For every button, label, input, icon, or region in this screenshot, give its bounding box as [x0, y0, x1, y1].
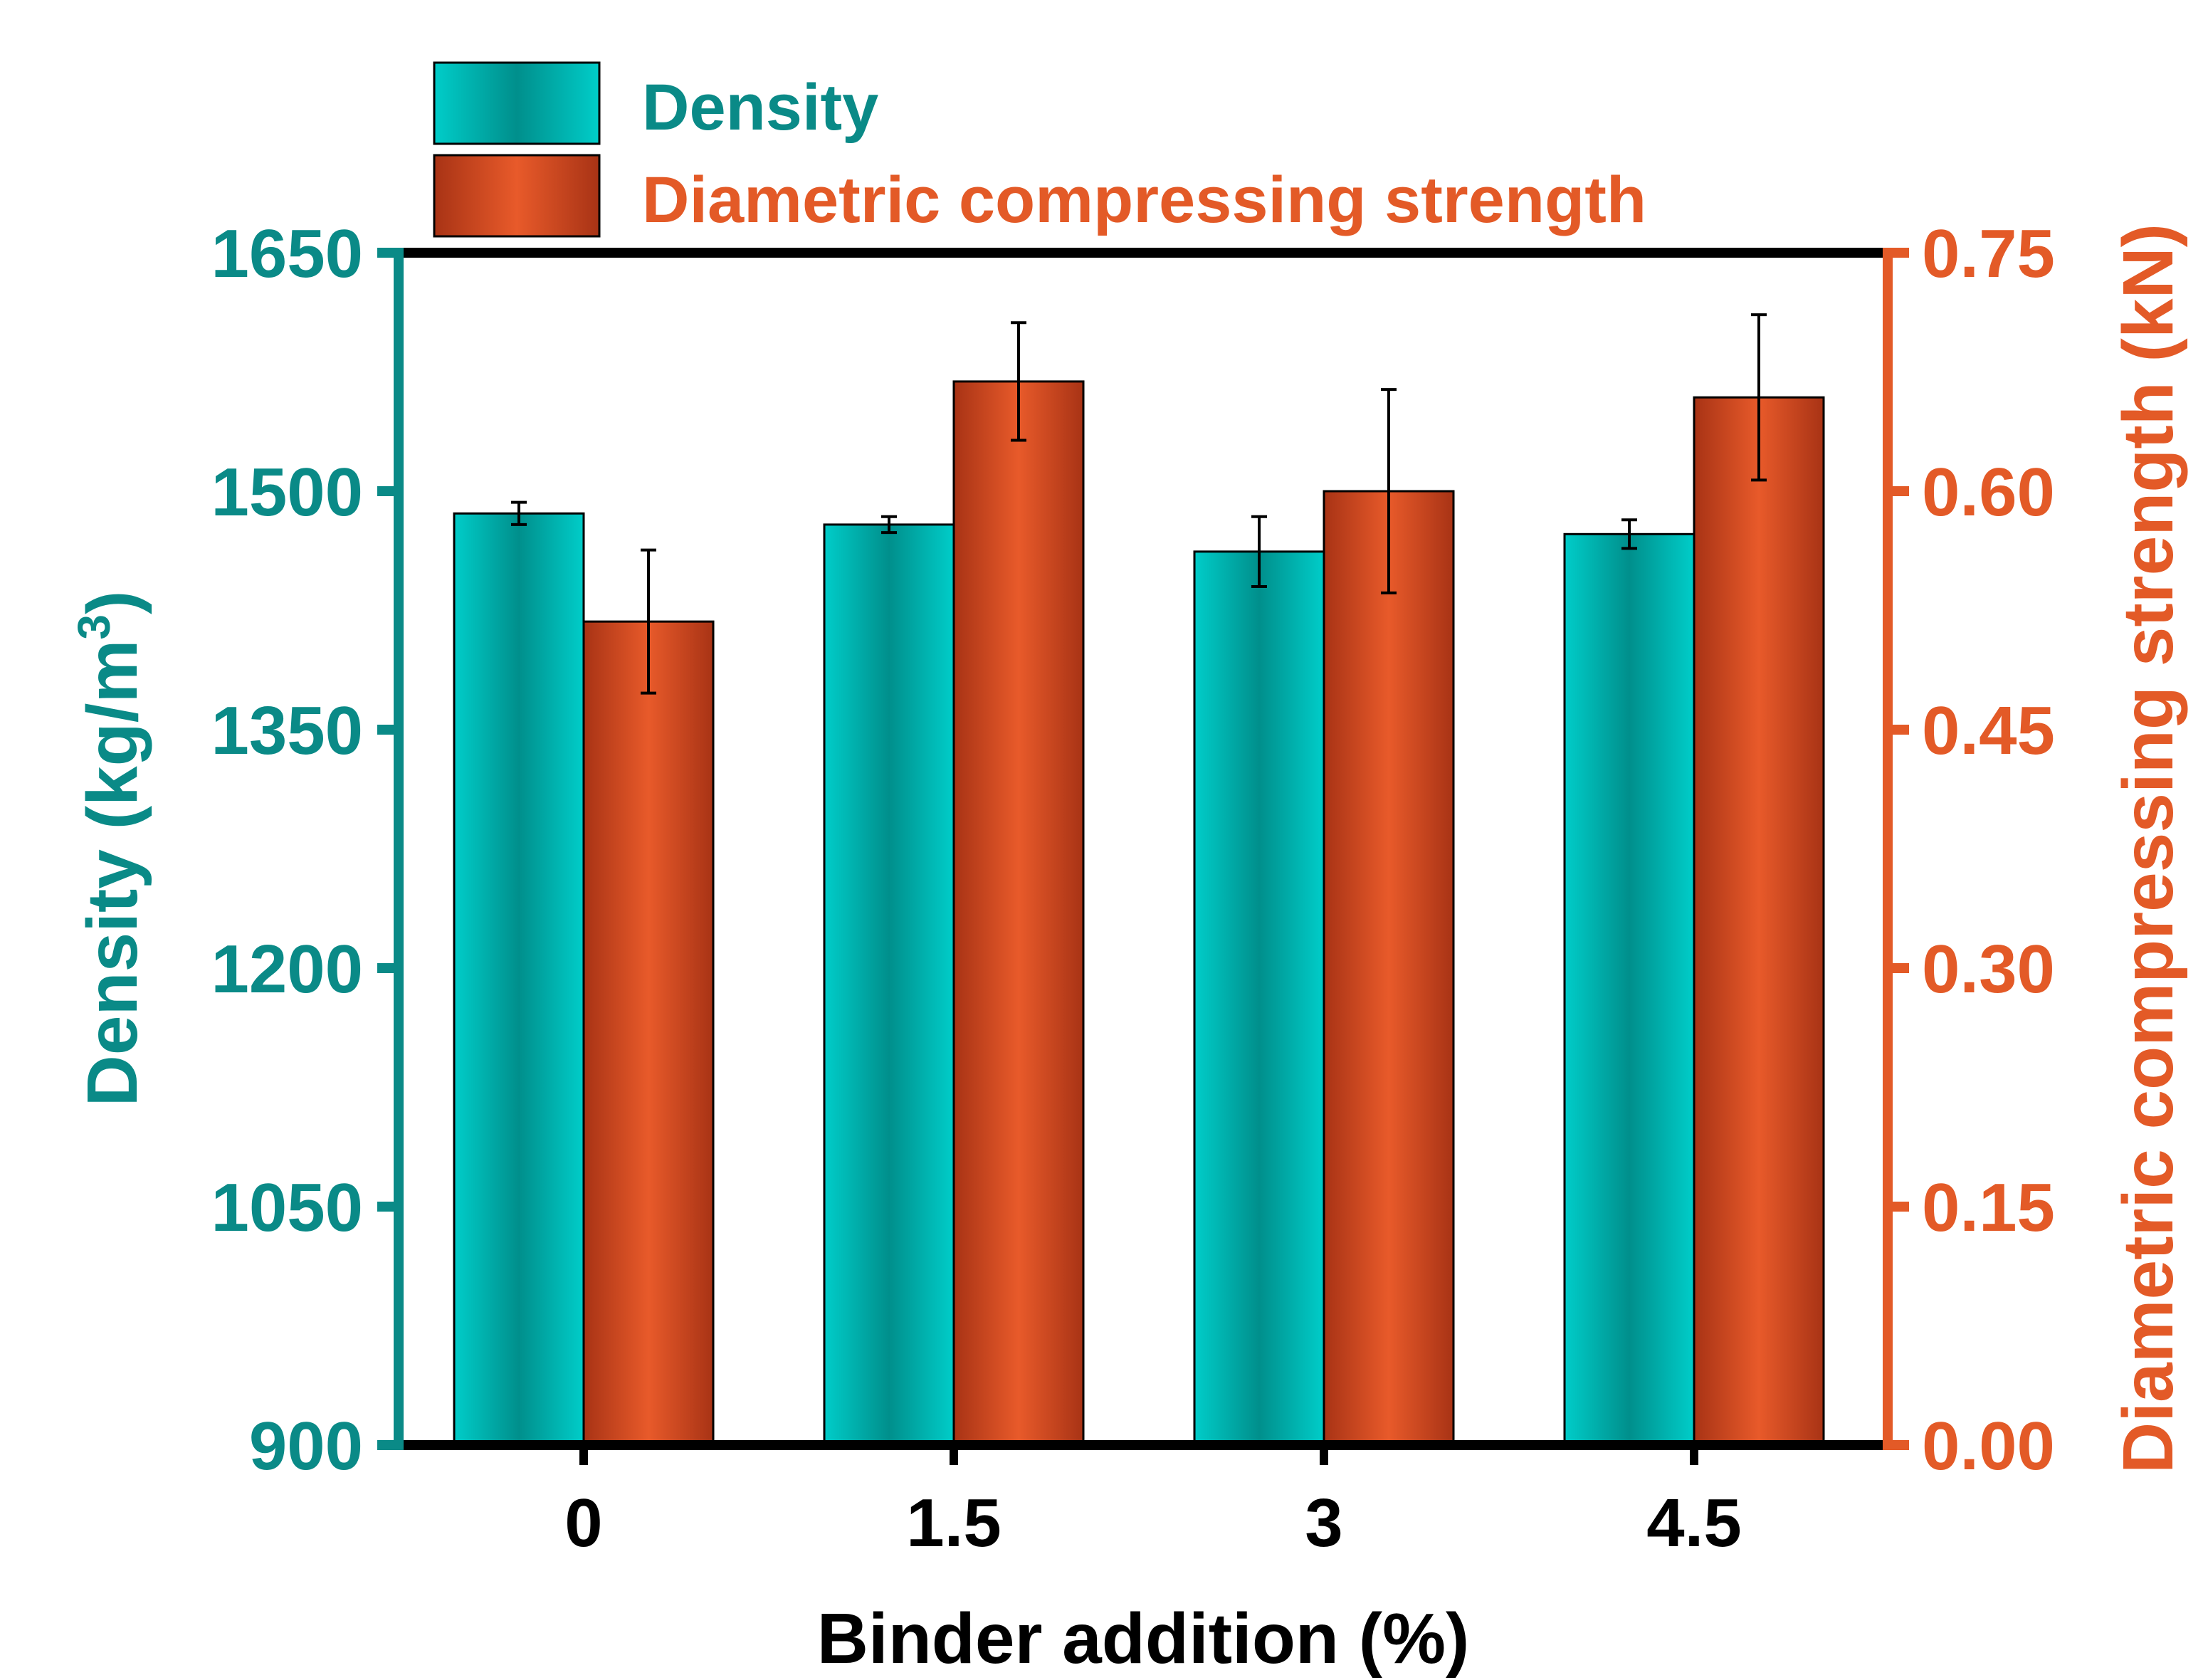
- error-bar-density-4.5: [1621, 518, 1637, 550]
- bar-strength-3: [1323, 490, 1455, 1447]
- error-bar-density-3: [1251, 515, 1267, 588]
- x-tick-label: 4.5: [1646, 1485, 1741, 1561]
- left-tick-label: 1650: [211, 216, 363, 292]
- left-axis-title-end: ): [73, 591, 152, 614]
- bar-density-1.5: [823, 523, 955, 1447]
- x-tick-label: 1.5: [906, 1485, 1001, 1561]
- right-tick-label: 0.15: [1922, 1170, 2055, 1246]
- left-axis-title-main: Density (kg/m: [73, 640, 152, 1107]
- right-tick-label: 0.30: [1922, 931, 2055, 1007]
- left-tick-label: 1200: [211, 931, 363, 1007]
- error-bar-strength-0: [641, 548, 656, 695]
- legend: Density Diametric compressing strength: [433, 61, 1646, 238]
- error-bars-layer: [511, 313, 1767, 695]
- bar-strength-0: [582, 620, 715, 1447]
- error-bar-density-0: [511, 500, 527, 526]
- bar-density-3: [1193, 550, 1325, 1447]
- right-tick-label: 0.75: [1922, 216, 2055, 292]
- left-tick-label: 1500: [211, 454, 363, 530]
- bars-layer: [453, 380, 1825, 1447]
- error-bar-strength-3: [1381, 388, 1397, 594]
- x-tick-label: 3: [1305, 1485, 1342, 1561]
- left-tick-label: 1350: [211, 693, 363, 769]
- legend-swatch-density: [433, 61, 601, 145]
- ticks-layer: 900 1050 1200 1350 1500 1650 0.00 0.15 0.30 0.45 0…: [211, 216, 2054, 1561]
- right-tick-label: 0.60: [1922, 454, 2055, 530]
- x-axis-title: Binder addition (%): [817, 1599, 1470, 1679]
- x-tick-label: 0: [564, 1485, 602, 1561]
- error-bar-strength-1.5: [1011, 321, 1026, 442]
- error-bar-density-1.5: [881, 515, 897, 535]
- bar-density-0: [453, 512, 585, 1447]
- left-axis-title-sup: 3: [68, 614, 120, 640]
- legend-swatch-strength: [433, 154, 601, 238]
- legend-label-strength: Diametric compressing strength: [642, 164, 1646, 236]
- right-tick-label: 0.45: [1922, 693, 2055, 769]
- legend-label-density: Density: [642, 71, 878, 144]
- left-tick-label: 900: [249, 1408, 363, 1484]
- right-tick-label: 0.00: [1922, 1408, 2055, 1484]
- left-tick-label: 1050: [211, 1170, 363, 1246]
- bar-strength-1.5: [952, 380, 1085, 1447]
- right-axis-title: Diametric compressing strength (kN): [2108, 224, 2188, 1474]
- error-bar-strength-4.5: [1751, 313, 1767, 482]
- left-axis-title: Density (kg/m3): [68, 591, 152, 1107]
- bar-strength-4.5: [1693, 396, 1825, 1447]
- bar-density-4.5: [1563, 532, 1696, 1447]
